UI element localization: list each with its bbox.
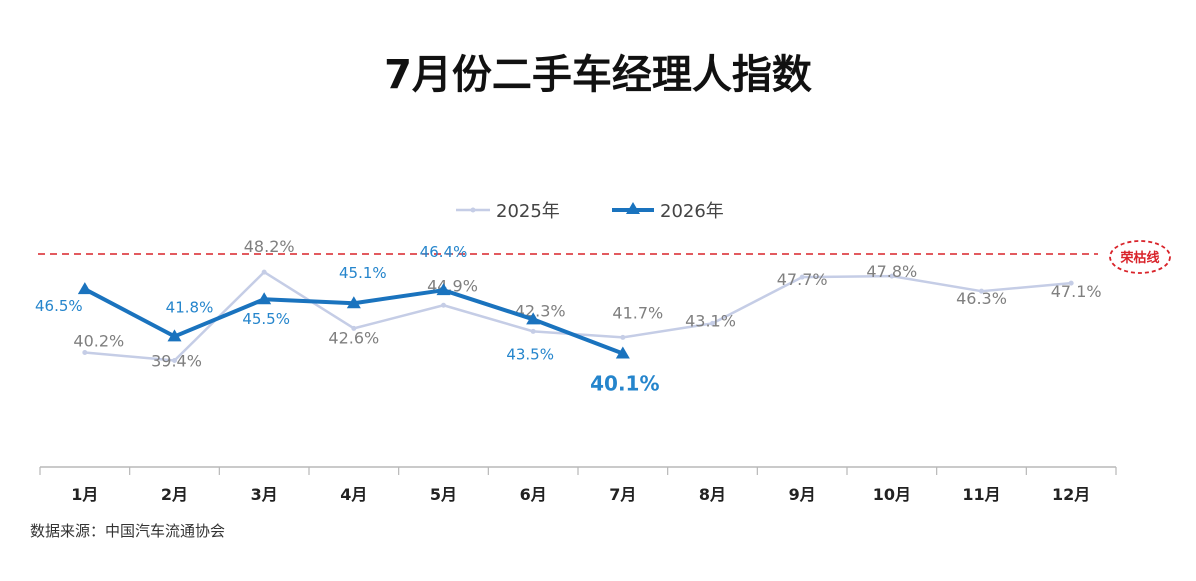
series-2025-point	[1068, 280, 1074, 286]
series-2026-point	[257, 292, 272, 305]
series-2025-data-label: 47.7%	[777, 270, 828, 289]
series-2026: 46.5% 41.8% 45.5% 45.1% 46.4% 43.5% 40.1%	[35, 243, 660, 395]
x-tick-label: 5月	[430, 485, 457, 504]
series-2025-point	[620, 334, 626, 340]
x-tick-label: 11月	[962, 485, 1000, 504]
series-2025-point	[172, 358, 177, 364]
series-2026-point	[526, 312, 541, 325]
series-2025-point	[799, 274, 805, 280]
series-2025-data-label: 47.1%	[1051, 282, 1102, 301]
reference-line-group: 荣枯线	[38, 240, 1171, 274]
series-2025-point	[441, 302, 446, 308]
x-tick-label: 2月	[161, 485, 188, 504]
x-tick-label: 3月	[251, 485, 278, 504]
series-2025-point	[351, 325, 357, 331]
series-2025-data-label: 43.1%	[685, 311, 736, 330]
x-tick-label: 12月	[1052, 485, 1090, 504]
chart-title: 7月份二手车经理人指数	[384, 52, 812, 98]
series-2026-data-label: 46.5%	[35, 297, 83, 315]
series-2025-point	[82, 349, 88, 355]
series-2026-data-label: 45.5%	[242, 310, 290, 328]
x-tick-label: 8月	[699, 485, 726, 504]
series-2025-line	[84, 270, 1072, 362]
series-2026-data-label: 45.1%	[339, 264, 387, 282]
series-2026-data-label: 46.4%	[420, 243, 468, 261]
x-tick-label: 9月	[789, 485, 816, 504]
series-2025-data-label: 47.8%	[866, 262, 917, 281]
legend: 2025年 2026年	[456, 201, 724, 222]
series-2025-data-label: 40.2%	[73, 331, 124, 350]
series-2025-data-label: 39.4%	[151, 352, 202, 371]
series-2026-data-label: 43.5%	[506, 345, 554, 363]
series-2025-point	[710, 320, 715, 326]
x-tick-label: 4月	[340, 485, 367, 504]
source-note: 数据来源：中国汽车流通协会	[30, 522, 225, 540]
series-2025-point	[889, 273, 895, 279]
x-tick-label: 1月	[71, 485, 98, 504]
series-2026-data-label: 40.1%	[590, 371, 659, 395]
legend-2026-label: 2026年	[660, 201, 724, 222]
legend-2026-marker	[626, 202, 640, 214]
reference-line-badge	[1109, 240, 1171, 274]
series-2025-point	[530, 328, 536, 334]
series-2025-data-label: 46.3%	[956, 289, 1007, 308]
series-2025: 40.2%39.4%48.2%42.6%44.9%42.3% 41.7% 43.1%…	[73, 237, 1101, 370]
series-2026-point	[77, 282, 92, 295]
series-2025-point	[979, 288, 984, 294]
x-axis: 1月 2月 3月 4月 5月 6月 7月 8月 9月 10月 11月 12月	[39, 466, 1117, 504]
legend-2025-marker	[470, 207, 476, 213]
series-2026-point	[167, 329, 182, 342]
series-2025-data-label: 42.6%	[328, 328, 379, 347]
series-2026-point	[436, 283, 451, 296]
reference-line-label: 荣枯线	[1119, 250, 1159, 266]
series-2025-data-label: 41.7%	[612, 303, 663, 322]
x-tick-label: 7月	[609, 485, 636, 504]
series-2026-point	[346, 296, 361, 309]
legend-2025-label: 2025年	[496, 201, 560, 222]
series-2025-data-label: 48.2%	[244, 237, 295, 256]
series-2026-data-label: 41.8%	[166, 298, 214, 316]
series-2025-point	[261, 269, 267, 275]
x-tick-label: 10月	[873, 485, 911, 504]
x-tick-label: 6月	[520, 485, 547, 504]
series-2026-point	[615, 346, 630, 359]
